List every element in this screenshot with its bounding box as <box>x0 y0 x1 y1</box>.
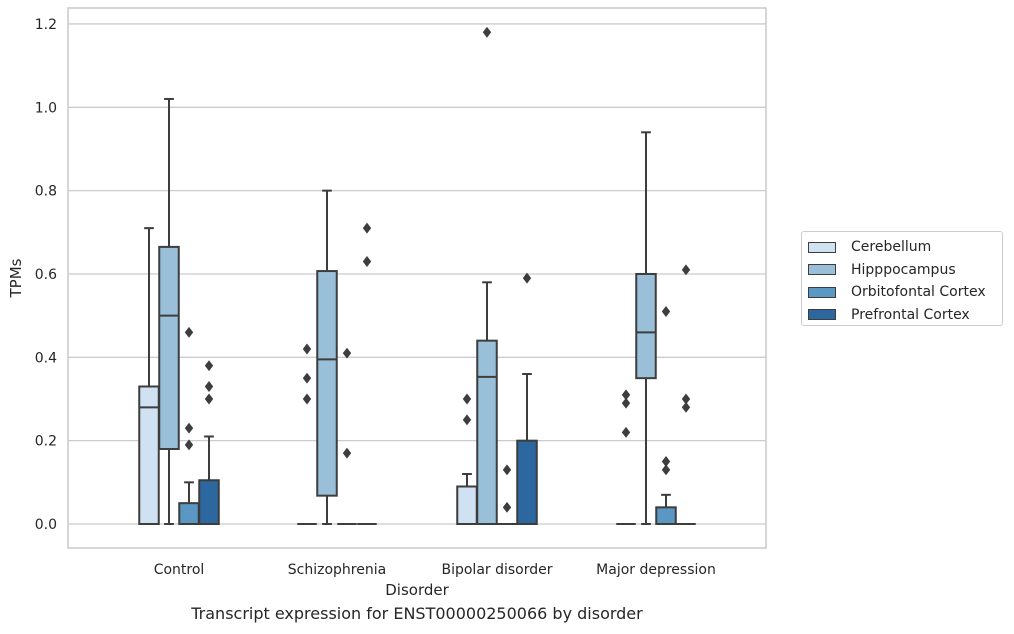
box <box>337 347 357 525</box>
x-axis-title: Disorder <box>385 581 449 599</box>
outlier-point <box>362 222 372 234</box>
outlier-point <box>522 272 532 284</box>
outlier-point <box>661 456 671 467</box>
box <box>138 227 160 526</box>
legend-item: Prefrontal Cortex <box>808 304 1002 327</box>
box <box>178 326 200 526</box>
outlier-point <box>661 306 671 317</box>
y-tick-label: 0.0 <box>35 517 57 533</box>
outlier-point <box>302 343 312 355</box>
y-tick-label: 1.0 <box>35 100 57 116</box>
series-cerebellum <box>138 227 636 526</box>
outlier-point <box>462 414 472 426</box>
legend-label: Cerebellum <box>851 239 932 256</box>
outlier-point <box>681 264 691 276</box>
chart-title: Transcript expression for ENST0000025006… <box>191 604 643 623</box>
box <box>357 222 377 525</box>
y-tick-label: 0.2 <box>35 434 57 450</box>
y-tick-label: 0.6 <box>35 267 57 283</box>
x-tick-label: Schizophrenia <box>288 562 386 578</box>
outlier-point <box>462 393 472 405</box>
box-body <box>476 339 498 526</box>
x-tick-label: Major depression <box>596 562 716 578</box>
outlier-point <box>661 464 671 476</box>
outlier-point <box>502 501 512 513</box>
outlier-point <box>362 256 372 267</box>
plot-frame <box>67 7 767 549</box>
legend-item: Hipppocampus <box>808 259 1002 282</box>
legend-label: Hipppocampus <box>851 261 956 278</box>
box <box>655 306 677 525</box>
legend-swatch <box>808 241 836 253</box>
outlier-point <box>204 360 214 372</box>
series-hipppocampus <box>158 26 657 526</box>
outlier-point <box>502 464 512 476</box>
outlier-point <box>621 426 631 438</box>
outlier-point <box>681 401 691 413</box>
outlier-point <box>342 347 352 359</box>
box-body <box>635 272 657 380</box>
legend-swatch <box>808 264 836 276</box>
box-body <box>655 506 677 525</box>
box-body <box>138 385 160 526</box>
y-tick-label: 0.8 <box>35 184 57 200</box>
box <box>476 26 498 526</box>
box <box>158 97 180 525</box>
series-orbitofontal-cortex <box>178 306 677 526</box>
box <box>198 360 220 525</box>
outlier-point <box>184 326 194 338</box>
grid-lines <box>68 23 766 525</box>
box <box>616 389 636 525</box>
legend-item: Cerebellum <box>808 236 1002 259</box>
outlier-point <box>621 397 631 409</box>
legend-swatch <box>808 309 836 321</box>
box <box>456 393 478 526</box>
outlier-point <box>621 389 631 401</box>
legend-item: Orbitofontal Cortex <box>808 281 1002 304</box>
y-tick-labels: 0.0 0.2 0.4 0.6 0.8 1.0 1.2 <box>35 17 57 533</box>
box-body <box>516 439 538 525</box>
outlier-point <box>302 393 312 405</box>
outlier-point <box>204 393 214 405</box>
x-tick-label: Control <box>154 562 205 578</box>
box-body <box>456 485 478 526</box>
box <box>516 272 538 525</box>
y-tick-label: 0.4 <box>35 350 57 366</box>
box <box>635 131 657 525</box>
box <box>316 189 338 525</box>
outlier-point <box>184 439 194 451</box>
legend-swatch <box>808 286 836 298</box>
x-tick-labels: Control Schizophrenia Bipolar disorder Majo… <box>154 562 716 578</box>
box <box>497 464 517 525</box>
y-axis-title: TPMs <box>7 258 25 298</box>
outlier-point <box>681 393 691 405</box>
outlier-point <box>184 422 194 434</box>
legend-label: Prefrontal Cortex <box>851 306 970 323</box>
legend: Cerebellum Hipppocampus Orbitofontal Corte… <box>801 231 1003 326</box>
outlier-point <box>482 26 492 38</box>
series-prefrontal-cortex <box>198 222 696 525</box>
box-body <box>316 270 338 497</box>
outlier-point <box>302 372 312 384</box>
box <box>676 264 696 525</box>
box-body <box>158 245 180 450</box>
outlier-point <box>204 381 214 392</box>
y-tick-label: 1.2 <box>35 17 57 33</box>
outlier-point <box>342 447 352 459</box>
box-body <box>178 502 200 526</box>
box-plot-series <box>138 26 696 526</box>
x-tick-label: Bipolar disorder <box>441 562 552 578</box>
box-body <box>198 479 220 525</box>
legend-label: Orbitofontal Cortex <box>851 284 986 301</box>
box <box>297 343 317 525</box>
